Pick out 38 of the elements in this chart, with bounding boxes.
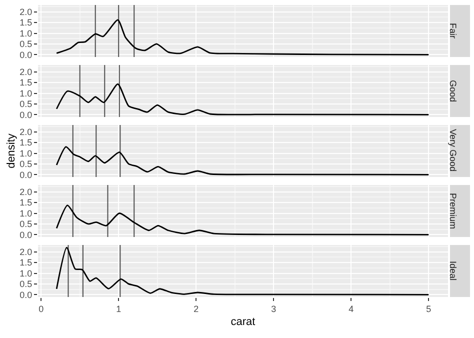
text: Premium <box>448 193 458 230</box>
text: Very Good <box>448 129 458 172</box>
text: Ideal <box>448 261 458 281</box>
y-tick-label: 1.5 <box>20 258 32 268</box>
y-tick-label: 0.5 <box>20 219 32 230</box>
y-tick-label: 1.5 <box>20 18 32 28</box>
x-tick-label: 3 <box>271 304 276 314</box>
y-tick-label: 0.0 <box>20 290 32 300</box>
x-tick-label: 4 <box>348 304 354 314</box>
x-tick-label: 5 <box>426 304 432 314</box>
y-tick-label: 2.0 <box>20 187 32 197</box>
y-tick-label: 1.0 <box>20 28 32 38</box>
y-tick-label: 1.5 <box>20 138 32 148</box>
y-tick-label: 2.0 <box>20 67 32 77</box>
y-tick-label: 0.5 <box>20 279 32 290</box>
y-tick-label: 1.5 <box>20 78 32 88</box>
y-tick-label: 0.5 <box>20 99 32 110</box>
y-tick-label: 0.0 <box>20 230 32 240</box>
y-tick-label: 2.0 <box>20 127 32 137</box>
text: Good <box>448 80 458 102</box>
y-tick-label: 0.5 <box>20 159 32 170</box>
x-tick-label: 0 <box>38 304 44 314</box>
y-tick-label: 0.0 <box>20 50 32 60</box>
y-tick-label: 0.0 <box>20 110 32 120</box>
y-tick-label: 2.0 <box>20 247 32 257</box>
y-tick-label: 1.5 <box>20 198 32 208</box>
x-axis-title: carat <box>230 316 256 328</box>
text: Fair <box>448 23 458 38</box>
y-tick-label: 2.0 <box>20 7 32 17</box>
x-tick-label: 2 <box>194 304 199 314</box>
y-tick-label: 1.0 <box>20 148 32 158</box>
y-tick-label: 1.0 <box>20 268 32 278</box>
y-tick-label: 0.5 <box>20 39 32 50</box>
y-axis-title: density <box>5 133 18 168</box>
x-tick-label: 1 <box>116 304 122 314</box>
y-tick-label: 1.0 <box>20 88 32 98</box>
y-tick-label: 0.0 <box>20 170 32 180</box>
y-tick-label: 1.0 <box>20 208 32 218</box>
